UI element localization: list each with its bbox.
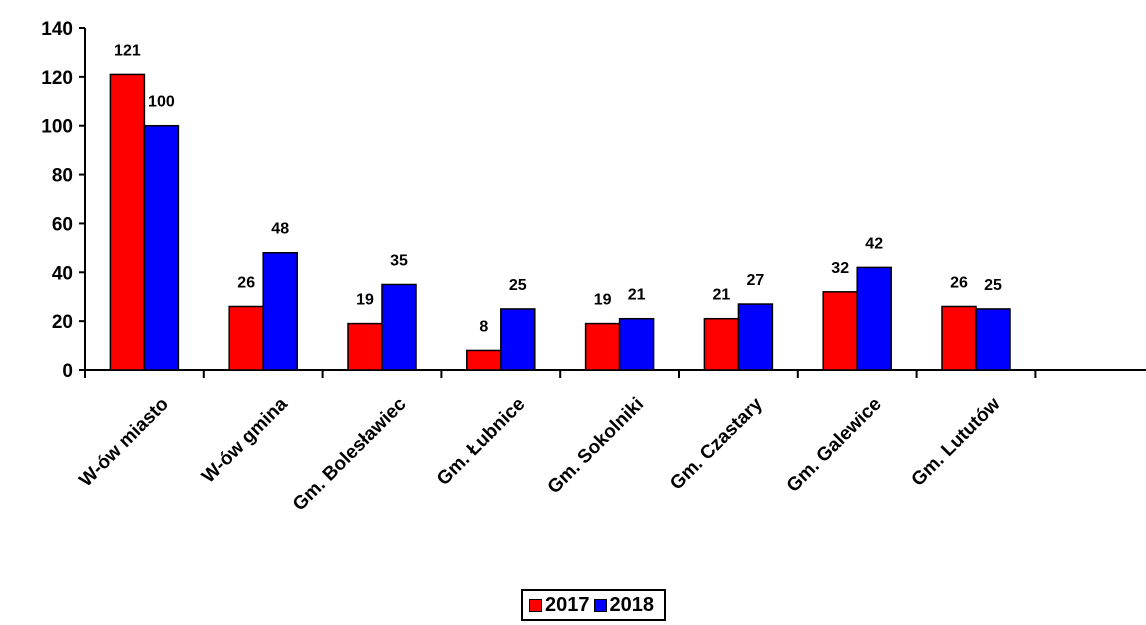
y-tick-label: 120 (41, 68, 73, 89)
bar-2017-7 (941, 305, 977, 371)
bar-2018-6 (856, 266, 892, 371)
bar-2018-0 (143, 124, 180, 371)
bar-2017-1 (228, 305, 264, 371)
data-label-2018-0: 100 (148, 94, 175, 111)
y-tick-label: 140 (41, 19, 73, 40)
bar-2017-3 (466, 349, 502, 371)
data-label-2017-1: 26 (237, 274, 255, 291)
legend-item-2018: 2018 (593, 593, 655, 617)
data-label-2018-1: 48 (271, 221, 289, 238)
data-label-2018-3: 25 (509, 277, 527, 294)
bar-2018-7 (975, 308, 1011, 371)
data-label-2018-5: 27 (747, 272, 765, 289)
category-label-5: Gm. Czastary (666, 393, 767, 494)
data-label-2017-6: 32 (831, 260, 849, 277)
y-tick-label: 100 (41, 117, 73, 138)
legend-swatch-2017 (529, 598, 542, 612)
bar-2018-4 (618, 317, 655, 371)
y-tick-label: 80 (52, 166, 73, 187)
data-label-2018-2: 35 (390, 253, 408, 270)
data-label-2017-0: 121 (114, 42, 141, 59)
bar-2018-2 (381, 283, 417, 371)
bar-2017-0 (109, 73, 146, 371)
category-label-1: W-ów gmina (198, 393, 292, 487)
legend-item-2017: 2017 (529, 594, 590, 617)
bar-2018-5 (737, 303, 774, 371)
data-label-2017-3: 8 (479, 318, 488, 335)
bar-2018-1 (262, 251, 298, 371)
data-label-2017-7: 26 (950, 274, 968, 291)
category-label-6: Gm. Galewice (783, 394, 886, 497)
category-label-2: Gm. Bolesławiec (289, 393, 411, 515)
y-tick-label: 0 (62, 361, 73, 382)
y-tick-label: 40 (52, 263, 73, 284)
bar-2017-6 (822, 291, 858, 371)
data-label-2018-4: 21 (628, 287, 646, 304)
bar-chart: 0 20 40 60 80 100 120 140 121 100 W-ów miasto 26 48… (41, 19, 1146, 515)
bar-2017-5 (703, 317, 740, 371)
legend-swatch-2018 (593, 598, 607, 612)
category-label-0: W-ów miasto (75, 394, 172, 491)
category-label-7: Gm. Lututów (908, 394, 1005, 491)
data-label-2017-2: 19 (356, 292, 374, 309)
data-label-2017-5: 21 (713, 287, 731, 304)
legend-label-2018: 2018 (609, 593, 655, 616)
y-tick-label: 20 (52, 312, 73, 333)
bar-2017-2 (347, 322, 383, 371)
bar-2018-3 (500, 308, 536, 371)
data-label-2017-4: 19 (594, 292, 612, 309)
chart-bars (109, 73, 1011, 371)
bar-2017-4 (584, 322, 621, 371)
legend-label-2017: 2017 (545, 593, 590, 616)
category-label-4: Gm. Sokolniki (544, 394, 648, 498)
chart-legend: 2017 2018 (521, 589, 666, 621)
category-label-3: Gm. Łubnice (433, 394, 529, 490)
data-label-2018-6: 42 (865, 235, 883, 252)
y-tick-label: 60 (52, 214, 73, 235)
data-label-2018-7: 25 (984, 277, 1002, 294)
